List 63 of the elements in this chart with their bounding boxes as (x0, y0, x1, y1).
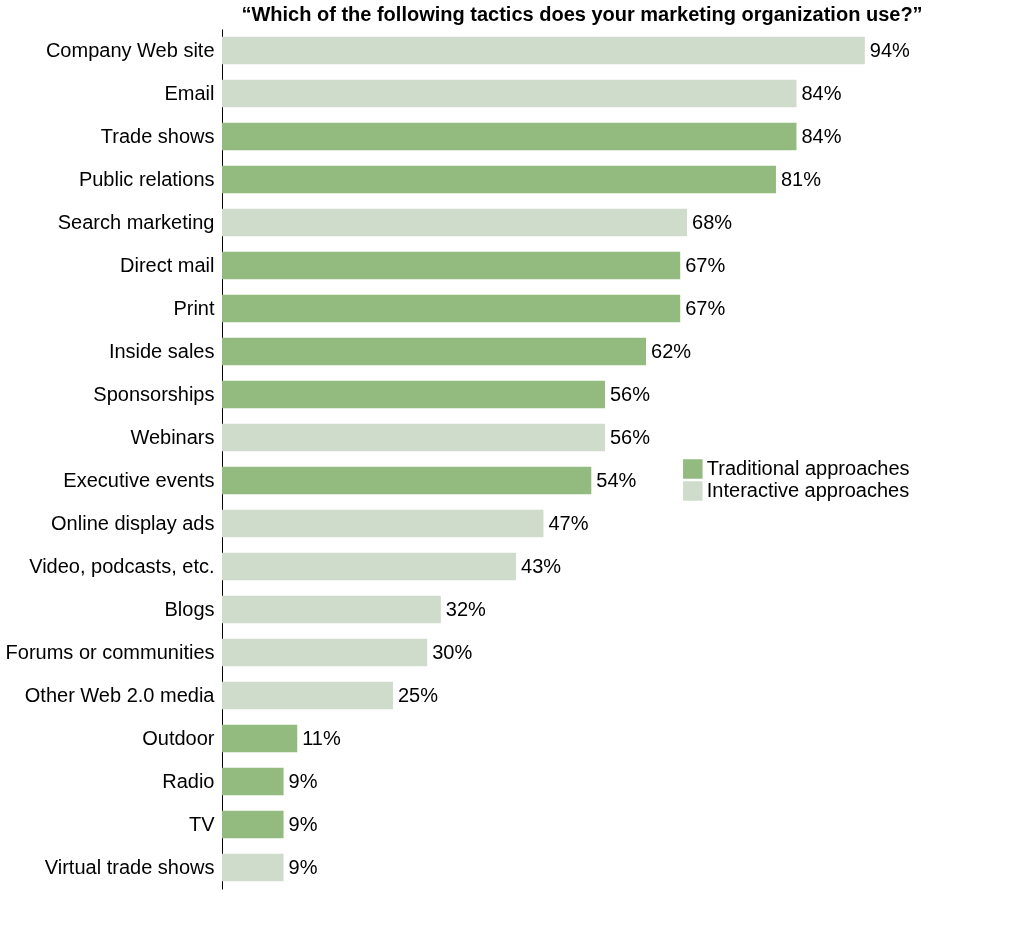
data-label: 67% (685, 296, 726, 319)
chart-title: “Which of the following tactics does your marketing organization use?” (241, 3, 923, 25)
y-tick-label: Company Web site (45, 38, 215, 61)
y-tick-label: Print (173, 296, 215, 319)
y-tick-label: Executive events (63, 468, 215, 491)
bar (222, 724, 298, 753)
y-tick-label: Other Web 2.0 media (24, 683, 216, 706)
y-tick-label: Forums or communities (5, 640, 215, 663)
data-label: 84% (801, 81, 842, 104)
bar (222, 79, 797, 108)
y-tick-label: Webinars (130, 425, 215, 448)
y-tick-label: Virtual trade shows (44, 855, 215, 878)
bar (222, 36, 865, 65)
y-tick-label: Online display ads (51, 511, 215, 534)
bar (222, 208, 688, 237)
legend-label: Traditional approaches (706, 457, 910, 479)
bar (222, 294, 681, 323)
y-tick-label: Outdoor (142, 726, 215, 749)
y-tick-label: Email (164, 81, 215, 104)
bar (222, 380, 605, 409)
y-tick-label: Sponsorships (93, 382, 215, 405)
data-label: 9% (288, 769, 318, 792)
data-label: 9% (288, 812, 318, 835)
data-label: 81% (780, 167, 822, 190)
data-label: 9% (288, 855, 318, 878)
data-label: 11% (302, 726, 341, 749)
bar (222, 423, 605, 452)
bar (222, 165, 776, 194)
bar (222, 337, 647, 366)
data-label: 54% (596, 468, 637, 491)
bar (222, 466, 592, 495)
data-label: 25% (397, 683, 439, 706)
data-label: 56% (609, 382, 651, 405)
y-tick-label: Direct mail (120, 253, 215, 276)
data-label: 68% (692, 210, 733, 233)
data-label: 56% (609, 425, 651, 448)
y-tick-label: Video, podcasts, etc. (29, 554, 215, 577)
data-label: 62% (651, 339, 692, 362)
data-label: 43% (521, 554, 562, 577)
bar (222, 552, 517, 581)
data-label: 94% (869, 38, 911, 61)
bar (222, 681, 393, 710)
data-label: 30% (432, 640, 473, 663)
data-label: 67% (685, 253, 726, 276)
y-tick-label: Search marketing (57, 210, 215, 233)
bar (222, 251, 681, 280)
bar (222, 509, 544, 538)
y-tick-label: Public relations (78, 167, 215, 190)
legend-label: Interactive approaches (706, 479, 910, 501)
y-tick-label: Radio (162, 769, 215, 792)
data-label: 47% (548, 511, 589, 534)
y-tick-label: TV (188, 812, 216, 835)
y-tick-label: Blogs (164, 597, 215, 620)
y-tick-label: Trade shows (100, 124, 215, 147)
bar (222, 810, 284, 839)
data-label: 32% (445, 597, 487, 620)
data-label: 84% (801, 124, 842, 147)
bar (222, 767, 284, 796)
bar (222, 853, 284, 882)
y-tick-label: Inside sales (108, 339, 215, 362)
bar (222, 638, 428, 667)
bar (222, 595, 441, 624)
bar (222, 122, 797, 151)
